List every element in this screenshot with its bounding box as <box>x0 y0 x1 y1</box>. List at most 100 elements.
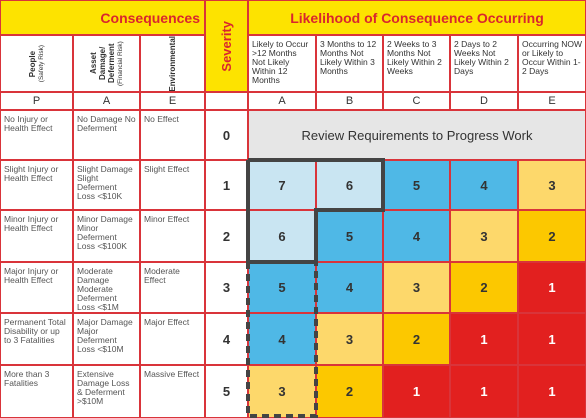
column-code-text: A <box>102 95 111 107</box>
consequence-column: People (Safety Risk) <box>0 35 73 92</box>
severity-level: 2 <box>205 210 248 262</box>
people-consequence-text: Minor Injury or Health Effect <box>4 214 59 233</box>
severity-level-text: 2 <box>222 228 231 244</box>
column-code: P <box>0 92 73 110</box>
risk-cell: 5 <box>248 262 316 313</box>
column-label: Environmental <box>168 35 177 92</box>
column-code-text: E <box>548 95 556 107</box>
asset-consequence-text: Major Damage Major Deferment Loss <$10M <box>77 317 133 354</box>
risk-cell: 2 <box>383 313 450 365</box>
environmental-consequence: Major Effect <box>140 313 205 365</box>
people-consequence: No Injury or Health Effect <box>0 110 73 160</box>
risk-cell-text: 6 <box>345 177 354 193</box>
environmental-consequence-text: Moderate Effect <box>144 266 180 285</box>
asset-consequence: Major Damage Major Deferment Loss <$10M <box>73 313 140 365</box>
people-consequence-text: No Injury or Health Effect <box>4 114 53 133</box>
column-label: Asset Damage/ Deferment <box>88 43 116 84</box>
review-note-text: Review Requirements to Progress Work <box>301 127 533 143</box>
risk-cell: 4 <box>383 210 450 262</box>
risk-cell-text: 2 <box>345 384 354 399</box>
risk-cell-text: 1 <box>412 384 421 399</box>
risk-cell-text: 7 <box>278 177 286 193</box>
environmental-consequence: No Effect <box>140 110 205 160</box>
column-code: A <box>73 92 140 110</box>
risk-cell: 2 <box>316 365 383 418</box>
environmental-consequence: Slight Effect <box>140 160 205 210</box>
severity-level: 0 <box>205 110 248 160</box>
column-code-text: D <box>480 95 488 107</box>
column-code-text: E <box>168 95 177 107</box>
environmental-consequence-text: Slight Effect <box>144 164 190 174</box>
column-label: People <box>27 50 37 77</box>
risk-cell: 7 <box>248 160 316 210</box>
asset-consequence: Minor Damage Minor Deferment Loss <$100K <box>73 210 140 262</box>
environmental-consequence: Moderate Effect <box>140 262 205 313</box>
environmental-consequence-text: Minor Effect <box>144 214 190 224</box>
asset-consequence-text: Minor Damage Minor Deferment Loss <$100K <box>77 214 133 251</box>
likelihood-column-text: 2 Weeks to 3 Months Not Likely Within 2 … <box>387 39 442 76</box>
risk-cell: 1 <box>383 365 450 418</box>
likelihood-column: Occurring NOW or Likely to Occur Within … <box>518 35 586 92</box>
likelihood-column-text: 3 Months to 12 Months Not Likely Within … <box>320 39 377 76</box>
people-consequence: Slight Injury or Health Effect <box>0 160 73 210</box>
risk-cell-text: 3 <box>548 177 556 193</box>
risk-cell: 3 <box>316 313 383 365</box>
column-code: B <box>316 92 383 110</box>
severity-level: 1 <box>205 160 248 210</box>
risk-cell-text: 3 <box>345 331 354 347</box>
risk-cell: 1 <box>518 313 586 365</box>
consequence-column: Asset Damage/ Deferment (Financial Risk) <box>73 35 140 92</box>
column-code: C <box>383 92 450 110</box>
environmental-consequence-text: Major Effect <box>144 317 190 327</box>
risk-cell-text: 3 <box>412 280 421 295</box>
people-consequence-text: More than 3 Fatalities <box>4 369 50 388</box>
severity-level-text: 5 <box>222 384 231 399</box>
risk-cell: 6 <box>316 160 383 210</box>
likelihood-column-text: 2 Days to 2 Weeks Not Likely Within 2 Da… <box>454 39 509 76</box>
risk-cell-text: 1 <box>548 280 556 295</box>
severity-code <box>205 92 248 110</box>
asset-consequence-text: Moderate Damage Moderate Deferment Loss … <box>77 266 119 312</box>
environmental-consequence-text: No Effect <box>144 114 179 124</box>
severity-level: 5 <box>205 365 248 418</box>
column-code: D <box>450 92 518 110</box>
environmental-consequence-text: Massive Effect <box>144 369 200 379</box>
risk-cell: 5 <box>316 210 383 262</box>
risk-cell: 1 <box>450 365 518 418</box>
risk-cell-text: 4 <box>278 331 286 347</box>
column-sub: (Safety Risk) <box>37 44 45 83</box>
risk-cell-text: 1 <box>480 384 488 399</box>
risk-cell-text: 2 <box>480 280 488 295</box>
column-code-text: P <box>32 95 41 107</box>
asset-consequence: No Damage No Deferment <box>73 110 140 160</box>
severity-level: 3 <box>205 262 248 313</box>
environmental-consequence: Minor Effect <box>140 210 205 262</box>
risk-cell: 4 <box>248 313 316 365</box>
rotated-label: Environmental <box>168 35 177 92</box>
likelihood-header: Likelihood of Consequence Occurring <box>248 0 586 35</box>
risk-cell: 1 <box>450 313 518 365</box>
risk-cell: 1 <box>518 262 586 313</box>
risk-cell: 3 <box>248 365 316 418</box>
asset-consequence-text: No Damage No Deferment <box>77 114 136 133</box>
risk-cell: 2 <box>450 262 518 313</box>
people-consequence: Minor Injury or Health Effect <box>0 210 73 262</box>
column-code-text: C <box>412 95 421 107</box>
consequence-column: Environmental <box>140 35 205 92</box>
risk-cell-text: 5 <box>412 177 421 193</box>
risk-cell: 3 <box>450 210 518 262</box>
risk-cell: 1 <box>518 365 586 418</box>
column-sub: (Financial Risk) <box>116 41 124 86</box>
risk-cell-text: 5 <box>278 280 286 295</box>
asset-consequence-text: Extensive Damage Loss & Deferment >$10M <box>77 369 130 406</box>
likelihood-column-text: Likely to Occur >12 Months Not Likely Wi… <box>252 39 309 85</box>
rotated-label: Asset Damage/ Deferment (Financial Risk) <box>89 36 125 91</box>
likelihood-column: 2 Weeks to 3 Months Not Likely Within 2 … <box>383 35 450 92</box>
severity-level-text: 0 <box>222 127 231 143</box>
likelihood-column: 2 Days to 2 Weeks Not Likely Within 2 Da… <box>450 35 518 92</box>
risk-cell-text: 6 <box>278 228 286 244</box>
asset-consequence: Extensive Damage Loss & Deferment >$10M <box>73 365 140 418</box>
likelihood-column: Likely to Occur >12 Months Not Likely Wi… <box>248 35 316 92</box>
column-code-text: B <box>345 95 354 107</box>
